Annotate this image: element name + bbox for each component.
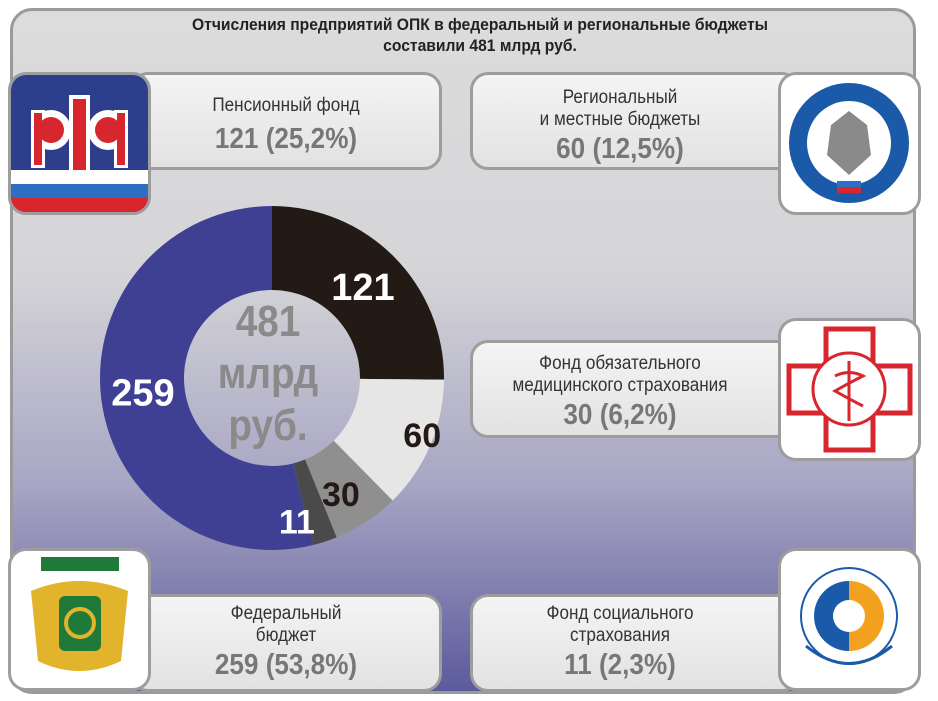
title-line-1: Отчисления предприятий ОПК в федеральный…	[192, 15, 768, 34]
donut-slice-medical	[305, 440, 393, 538]
card-social: Фонд социального страхования 11 (2,3%)	[470, 594, 800, 692]
card-regional-label-2: и местные бюджеты	[539, 109, 701, 130]
card-social-label-2: страхования	[570, 625, 670, 646]
donut-slice-federal	[99, 206, 314, 550]
social-fund-logo	[778, 548, 921, 691]
card-pension-label: Пенсионный фонд	[212, 95, 360, 116]
donut-label-medical: 30	[322, 476, 360, 514]
card-social-value: 11 (2,3%)	[564, 649, 676, 681]
donut-label-social: 11	[279, 504, 315, 542]
center-line-3: руб.	[228, 401, 308, 450]
card-federal-label-1: Федеральный	[230, 603, 342, 624]
title-line-2: составили 481 млрд руб.	[383, 36, 577, 55]
card-regional-label-1: Региональный	[562, 87, 678, 108]
card-medical-label-1: Фонд обязательного	[539, 353, 701, 374]
center-line-2: млрд	[217, 349, 319, 398]
pfr-logo	[8, 72, 151, 215]
card-regional-value: 60 (12,5%)	[556, 133, 684, 165]
donut-slice-pension	[272, 206, 444, 380]
card-medical-label-2: медицинского страхования	[512, 375, 728, 396]
treasury-logo	[8, 548, 151, 691]
card-medical-value: 30 (6,2%)	[563, 399, 677, 431]
card-federal: Федеральный бюджет 259 (53,8%)	[130, 594, 442, 692]
donut-label-pension: 121	[331, 267, 394, 309]
card-federal-label-2: бюджет	[255, 625, 317, 646]
medical-fund-logo	[778, 318, 921, 461]
card-pension: Пенсионный фонд 121 (25,2%)	[130, 72, 442, 170]
chart-center-total: 481 млрд руб.	[211, 296, 325, 452]
card-medical: Фонд обязательного медицинского страхова…	[470, 340, 800, 438]
donut-label-regional: 60	[403, 417, 441, 455]
donut-slice-social	[293, 459, 337, 546]
chart-title: Отчисления предприятий ОПК в федеральный…	[158, 14, 802, 56]
tax-service-logo	[778, 72, 921, 215]
card-federal-value: 259 (53,8%)	[214, 649, 358, 681]
card-social-label-1: Фонд социального	[546, 603, 694, 624]
card-regional: Региональный и местные бюджеты 60 (12,5%…	[470, 72, 800, 170]
donut-slice-regional	[333, 378, 444, 501]
card-pension-value: 121 (25,2%)	[214, 123, 358, 155]
center-line-1: 481	[235, 297, 301, 346]
donut-label-federal: 259	[111, 373, 174, 415]
